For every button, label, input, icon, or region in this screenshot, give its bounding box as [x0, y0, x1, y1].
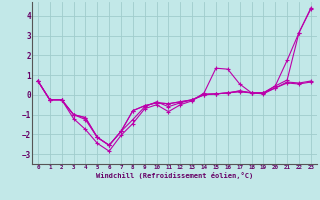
X-axis label: Windchill (Refroidissement éolien,°C): Windchill (Refroidissement éolien,°C)	[96, 172, 253, 179]
